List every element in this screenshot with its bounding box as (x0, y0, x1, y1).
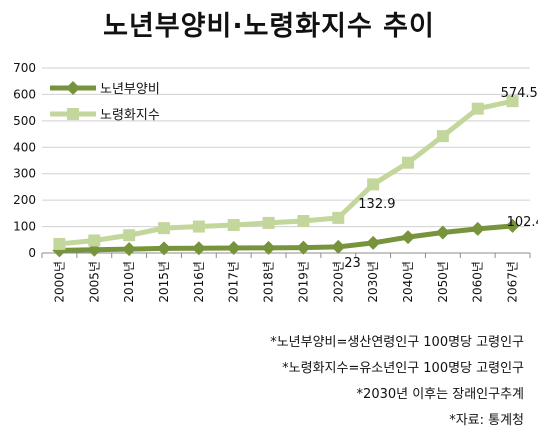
y-tick-label: 0 (28, 246, 36, 260)
y-tick-label: 400 (13, 140, 36, 154)
x-tick-label: 2017년 (227, 261, 241, 303)
x-tick-label: 2030년 (366, 261, 380, 303)
data-label: 23 (344, 256, 361, 271)
data-point (262, 216, 275, 229)
x-tick-label: 2005년 (87, 261, 101, 303)
data-point (401, 230, 415, 245)
y-tick-label: 600 (13, 87, 36, 101)
data-point (366, 235, 381, 250)
data-point (158, 222, 170, 235)
footnote-aging-index: *노령화지수=유소년인구 100명당 고령인구 (282, 361, 524, 376)
data-point (435, 225, 450, 240)
y-tick-label: 300 (13, 167, 36, 181)
x-tick-label: 2060년 (471, 261, 485, 303)
x-tick-label: 2015년 (157, 261, 171, 303)
x-tick-label: 2040년 (401, 261, 415, 303)
data-point (296, 240, 311, 255)
x-tick-label: 2016년 (192, 261, 206, 303)
data-point (332, 211, 345, 224)
data-point (227, 218, 240, 231)
x-tick-label: 2000년 (52, 261, 66, 303)
legend-label: 노령화지수 (100, 108, 160, 123)
x-tick-label: 2067년 (506, 261, 520, 303)
x-tick-label: 2018년 (262, 261, 276, 303)
data-point (226, 241, 241, 256)
footnote-source: *자료: 통계청 (449, 413, 524, 428)
y-tick-label: 500 (13, 114, 36, 128)
data-label: 102.4 (507, 215, 538, 230)
data-point (436, 130, 449, 143)
y-tick-label: 200 (13, 193, 36, 207)
data-point (471, 102, 484, 115)
footnote-old-age-dependency: *노년부양비=생산연령인구 100명당 고령인구 (270, 335, 524, 350)
data-point (331, 239, 346, 254)
footnote-projection: *2030년 이후는 장래인구추계 (356, 387, 524, 402)
data-point (53, 237, 66, 250)
data-point (157, 241, 171, 256)
x-tick-label: 2010년 (122, 261, 136, 303)
x-tick-label: 2020년 (331, 261, 345, 303)
data-point (506, 95, 519, 108)
data-point (505, 218, 520, 233)
data-point (191, 241, 206, 256)
data-label: 574.5 (501, 86, 538, 101)
data-label: 132.9 (358, 197, 395, 212)
legend-marker (67, 108, 79, 120)
data-point (261, 240, 276, 255)
x-tick-label: 2019년 (296, 261, 310, 303)
data-point (367, 178, 380, 191)
x-tick-label: 2050년 (436, 261, 450, 303)
legend-marker (66, 81, 80, 95)
chart-title: 노년부양비·노령화지수 추이 (103, 11, 435, 42)
legend-label: 노년부양비 (100, 82, 160, 97)
data-point (192, 220, 205, 233)
data-point (402, 156, 414, 169)
data-point (123, 229, 136, 242)
data-point (470, 221, 485, 236)
data-point (88, 234, 101, 247)
y-tick-label: 100 (13, 220, 36, 234)
data-point (297, 215, 310, 228)
data-point (122, 242, 137, 257)
y-tick-label: 700 (13, 61, 36, 75)
